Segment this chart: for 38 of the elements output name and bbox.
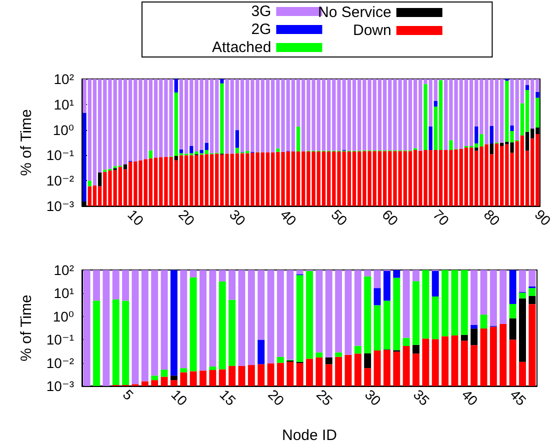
legend-label: 3G [251, 3, 272, 20]
y-tick-label: 10⁻¹ [46, 332, 74, 348]
y-tick-label: 10⁻³ [46, 378, 74, 394]
legend-label: 2G [251, 21, 272, 38]
y-tick-label: 10¹ [54, 96, 74, 112]
x-tick-label: 90 [532, 206, 554, 229]
x-tick-label: 40 [458, 386, 482, 409]
x-tick-label: 35 [410, 386, 433, 409]
x-tick-label: 5 [120, 386, 137, 404]
y-tick-label: 10⁻³ [46, 198, 74, 214]
y-tick-label: 10¹ [54, 285, 74, 302]
y-tick-label: 10² [54, 71, 74, 87]
x-tick-label: 10 [124, 206, 148, 229]
y-tick-label: 10² [54, 262, 74, 278]
x-tick-label: 15 [216, 386, 240, 409]
x-tick-label: 30 [362, 386, 384, 409]
legend-label: No Service [318, 4, 392, 21]
x-tick-label: 80 [480, 206, 504, 229]
x-tick-label: 70 [430, 206, 452, 229]
y-tick-label: 10⁻² [46, 172, 74, 189]
y-tick-label: 10⁻¹ [46, 147, 74, 164]
y-tick-label: 10⁰ [52, 122, 74, 138]
x-tick-label: 10 [168, 386, 191, 409]
x-axis-title: Node ID [282, 427, 338, 444]
x-tick-label: 30 [226, 206, 249, 229]
y-tick-label: 10⁰ [52, 308, 74, 324]
y-axis-title: % of Time [18, 294, 35, 362]
x-tick-label: 20 [265, 386, 288, 409]
x-tick-label: 50 [328, 206, 351, 229]
x-tick-label: 20 [176, 206, 198, 229]
x-tick-label: 40 [277, 206, 300, 229]
x-tick-label: 45 [507, 386, 530, 409]
legend-label: Down [353, 22, 392, 39]
x-tick-label: 25 [314, 386, 336, 409]
y-axis-title: % of Time [18, 109, 35, 176]
x-tick-label: 60 [379, 206, 402, 229]
legend-label: Attached [212, 39, 272, 56]
y-tick-label: 10⁻² [46, 354, 74, 371]
